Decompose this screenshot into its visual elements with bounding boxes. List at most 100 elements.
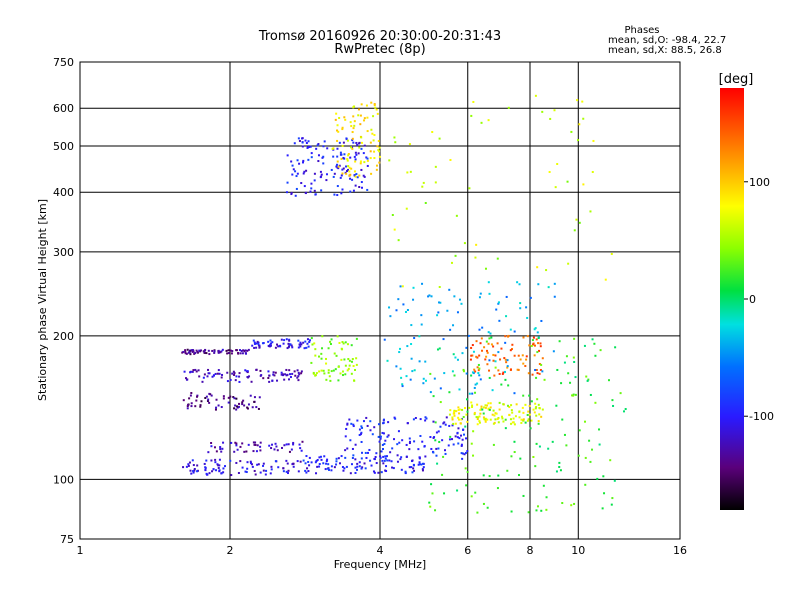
data-point [308, 464, 311, 467]
data-point [385, 455, 388, 458]
data-point [513, 392, 516, 395]
data-point [340, 455, 343, 458]
data-point [462, 433, 465, 436]
data-point [498, 408, 501, 411]
data-point [536, 351, 539, 354]
data-point [288, 450, 291, 453]
data-point [591, 170, 594, 173]
data-point [419, 434, 422, 437]
data-point [506, 365, 509, 368]
data-point [461, 408, 464, 411]
data-point [472, 100, 475, 103]
data-point [437, 430, 440, 433]
data-point [350, 422, 353, 425]
data-point [258, 346, 261, 349]
data-point [388, 159, 391, 162]
data-point [365, 156, 368, 159]
data-point [253, 443, 256, 446]
data-point [315, 460, 318, 463]
data-point [453, 374, 456, 377]
data-point [535, 376, 538, 379]
data-point [218, 464, 221, 467]
data-point [310, 461, 313, 464]
data-point [314, 461, 317, 464]
data-point [356, 419, 359, 422]
data-point [289, 343, 292, 346]
data-point [384, 439, 387, 442]
data-point [354, 184, 357, 187]
data-point [323, 372, 326, 375]
data-point [488, 292, 491, 295]
data-point [343, 358, 346, 361]
data-point [352, 425, 355, 428]
data-point [342, 469, 345, 472]
data-point [509, 328, 512, 331]
data-point [405, 207, 408, 210]
data-point [196, 470, 199, 473]
data-point [258, 396, 261, 399]
data-point [379, 435, 382, 438]
data-point [369, 150, 372, 153]
data-point [522, 418, 525, 421]
data-point [411, 459, 414, 462]
x-axis-label: Frequency [MHz] [334, 558, 426, 571]
data-point [294, 194, 297, 197]
data-point [408, 437, 411, 440]
data-point [610, 503, 613, 506]
data-point [482, 406, 485, 409]
data-point [276, 449, 279, 452]
y-axis-label: Stationary phase Virtual Height [km] [36, 199, 49, 401]
data-point [556, 368, 559, 371]
data-point [297, 375, 300, 378]
data-point [370, 128, 373, 131]
data-point [488, 337, 491, 340]
data-point [478, 420, 481, 423]
data-point [363, 144, 366, 147]
data-point [485, 340, 488, 343]
data-point [487, 331, 490, 334]
data-point [474, 383, 477, 386]
data-point [259, 471, 262, 474]
data-point [514, 415, 517, 418]
data-point [350, 344, 353, 347]
data-point [302, 341, 305, 344]
data-point [235, 375, 238, 378]
data-point [377, 139, 380, 142]
data-point [244, 352, 247, 355]
data-point [347, 165, 350, 168]
data-point [222, 471, 225, 474]
data-point [243, 349, 246, 352]
data-point [307, 140, 310, 143]
chart-title-line1: Tromsø 20160926 20:30:00-20:31:43 [258, 29, 501, 44]
data-point [449, 435, 452, 438]
data-point [291, 372, 294, 375]
data-point [462, 370, 465, 373]
data-point [471, 371, 474, 374]
data-point [369, 459, 372, 462]
data-point [280, 338, 283, 341]
data-point [202, 376, 205, 379]
data-point [217, 349, 220, 352]
data-point [342, 342, 345, 345]
data-point [185, 352, 188, 355]
data-point [575, 218, 578, 221]
data-point [517, 368, 520, 371]
data-point [206, 399, 209, 402]
data-point [216, 463, 219, 466]
data-point [399, 458, 402, 461]
data-point [573, 337, 576, 340]
data-point [310, 152, 313, 155]
data-point [344, 373, 347, 376]
data-point [463, 407, 466, 410]
data-point [199, 404, 202, 407]
data-point [302, 172, 305, 175]
data-point [220, 472, 223, 475]
data-point [205, 459, 208, 462]
data-point [226, 352, 229, 355]
data-point [262, 377, 265, 380]
data-point [214, 408, 217, 411]
data-point [593, 342, 596, 345]
data-point [340, 153, 343, 156]
data-point [232, 396, 235, 399]
data-point [510, 404, 513, 407]
